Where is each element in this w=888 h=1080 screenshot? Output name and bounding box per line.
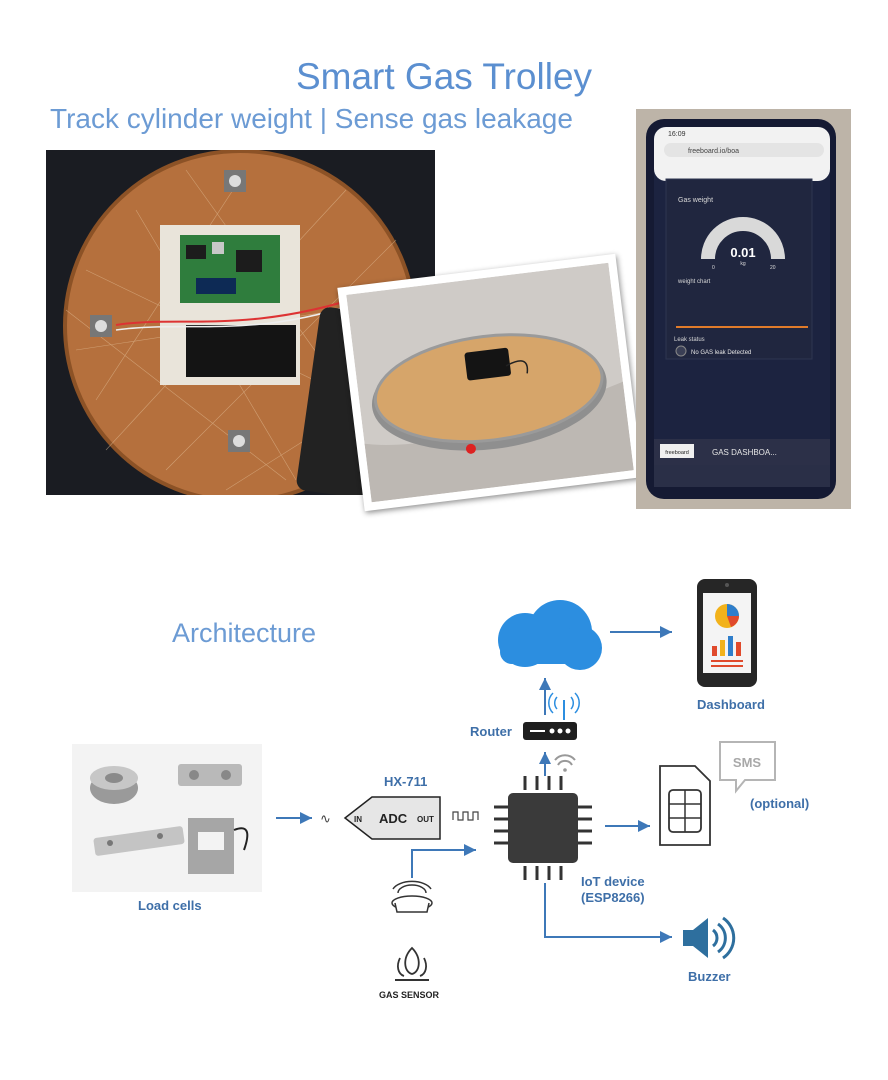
sim-card-icon (659, 765, 711, 846)
load-cells-label: Load cells (138, 898, 202, 913)
leak-status-text: No GAS leak Detected (691, 350, 751, 356)
sms-optional-label: (optional) (750, 796, 810, 811)
hx711-label: HX-711 (384, 774, 428, 789)
sms-bubble-icon (719, 741, 776, 794)
adc-out-label: OUT (417, 815, 434, 824)
page-subtitle: Track cylinder weight | Sense gas leakag… (50, 103, 573, 134)
gas-weight-label: Gas weight (678, 197, 713, 204)
router-label: Router (470, 724, 512, 739)
cloud-icon (498, 600, 602, 670)
arrow-chip-to-buzzer (544, 883, 672, 943)
architecture-heading: Architecture (172, 618, 317, 648)
arrow-gassensor-to-chip (411, 844, 476, 878)
iot-device-model-label: (ESP8266) (581, 890, 645, 905)
dashboard-label: Dashboard (697, 697, 765, 712)
dashboard-title: GAS DASHBOA... (712, 448, 777, 457)
dashboard-phone-icon (697, 579, 757, 687)
adc-block (343, 796, 441, 840)
gas-sensor-label: GAS SENSOR (379, 990, 440, 1000)
phone-url: freeboard.io/boa (688, 148, 739, 155)
sms-label: SMS (733, 755, 762, 770)
gauge-min: 0 (712, 265, 715, 271)
weight-gauge (701, 217, 785, 260)
buzzer-label: Buzzer (688, 969, 731, 984)
gauge-unit: kg (740, 261, 746, 267)
architecture-diagram: ∿ IN ADC OUT SMS (72, 579, 776, 981)
trolley-photo (337, 253, 643, 512)
page-title: Smart Gas Trolley (295, 56, 593, 97)
weight-chart-label: weight chart (677, 279, 711, 285)
phone-status-time: 16:09 (668, 131, 686, 138)
gauge-max: 20 (770, 265, 776, 271)
leak-status-label: Leak status (674, 337, 705, 343)
trolley-photo-image (346, 262, 634, 503)
digital-signal-symbol (452, 811, 479, 821)
wifi-icon (554, 754, 576, 772)
adc-label: ADC (379, 811, 408, 826)
phone-dashboard-photo: 16:09 freeboard.io/boa Gas weight 0.01 k… (636, 109, 851, 509)
iot-device-label: IoT device (581, 874, 645, 889)
load-cells-image (72, 744, 262, 892)
router-icon (523, 692, 580, 740)
adc-in-label: IN (354, 815, 362, 824)
analog-signal-symbol: ∿ (320, 811, 331, 826)
buzzer-speaker-icon (683, 916, 736, 960)
leak-indicator (675, 345, 687, 357)
gas-sensor-icon (391, 880, 433, 981)
freeboard-logo: freeboard (665, 450, 689, 456)
iot-chip-icon (494, 776, 592, 880)
gauge-value: 0.01 (730, 245, 755, 260)
